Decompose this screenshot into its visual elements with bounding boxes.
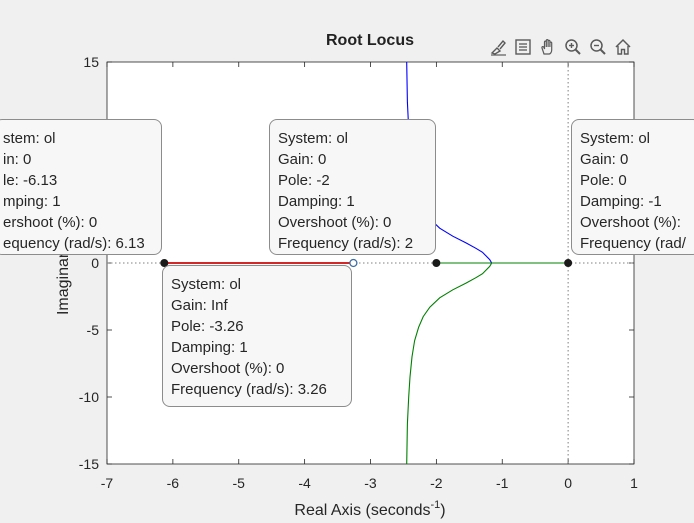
zoom-in-icon[interactable] (561, 36, 584, 58)
datatip-line: mping: 1 (3, 193, 61, 210)
datatip-line: Frequency (rad/ (580, 235, 686, 252)
datatip-line: equency (rad/s): 6.13 (3, 235, 145, 252)
brush-icon[interactable] (486, 36, 509, 58)
datatip-pole-neg-2[interactable]: System: ol Gain: 0 Pole: -2 Damping: 1 O… (269, 119, 436, 255)
datatip-line: Overshoot (%): (580, 214, 681, 231)
y-tick-label: -15 (79, 456, 99, 472)
x-tick-label: -6 (167, 475, 180, 491)
datatip-line: ershoot (%): 0 (3, 214, 98, 231)
datatip-line: Pole: 0 (580, 172, 627, 189)
datatip-line: Overshoot (%): 0 (171, 360, 285, 377)
selected-point-marker[interactable] (349, 258, 358, 268)
y-tick-label: 0 (91, 255, 99, 271)
datatip-line: System: ol (171, 276, 242, 293)
x-tick-label: -4 (298, 475, 311, 491)
datatip-line: stem: ol (3, 130, 56, 147)
axes-toolbar (486, 36, 634, 58)
chart-title: Root Locus (326, 32, 414, 49)
datatip-line: in: 0 (3, 151, 32, 168)
x-ticks: -7 -6 -5 -4 -3 -2 -1 0 1 (101, 62, 638, 491)
datatip-line: Frequency (rad/s): 2 (278, 235, 414, 252)
locus-branch (406, 262, 493, 465)
home-icon[interactable] (611, 36, 634, 58)
datatip-pole-neg-6-13[interactable]: stem: ol in: 0 le: -6.13 mping: 1 ershoo… (0, 119, 162, 255)
zoom-out-icon[interactable] (586, 36, 609, 58)
x-tick-label: -5 (233, 475, 246, 491)
y-tick-label: -10 (79, 389, 99, 405)
datatip-line: Gain: 0 (278, 151, 327, 168)
datatip-line: Frequency (rad/s): 3.26 (171, 381, 327, 398)
datatip-line: Damping: -1 (580, 193, 662, 210)
y-tick-label: -5 (87, 322, 100, 338)
x-tick-label: 1 (630, 475, 638, 491)
datatip-line: System: ol (580, 130, 651, 147)
datatip-line: Overshoot (%): 0 (278, 214, 392, 231)
x-tick-label: 0 (564, 475, 572, 491)
pan-hand-icon[interactable] (536, 36, 559, 58)
x-axis-label: Real Axis (seconds-1) (294, 499, 445, 519)
datatip-line: Gain: Inf (171, 297, 228, 314)
datatip-line: Pole: -2 (278, 172, 330, 189)
pole-marker[interactable] (564, 259, 573, 267)
x-tick-label: -2 (430, 475, 443, 491)
pole-marker[interactable] (432, 259, 441, 267)
datatip-line: System: ol (278, 130, 349, 147)
legend-icon[interactable] (511, 36, 534, 58)
x-tick-label: -7 (101, 475, 114, 491)
pole-markers (160, 258, 573, 268)
datatip-gain-inf[interactable]: System: ol Gain: Inf Pole: -3.26 Damping… (162, 265, 352, 407)
datatip-pole-0[interactable]: System: ol Gain: 0 Pole: 0 Damping: -1 O… (571, 119, 694, 255)
x-tick-label: -3 (364, 475, 377, 491)
datatip-line: Gain: 0 (580, 151, 629, 168)
x-tick-label: -1 (496, 475, 509, 491)
datatip-line: Damping: 1 (171, 339, 248, 356)
datatip-line: Damping: 1 (278, 193, 355, 210)
y-tick-label: 15 (83, 54, 99, 70)
datatip-line: le: -6.13 (3, 172, 58, 189)
datatip-line: Pole: -3.26 (171, 318, 244, 335)
